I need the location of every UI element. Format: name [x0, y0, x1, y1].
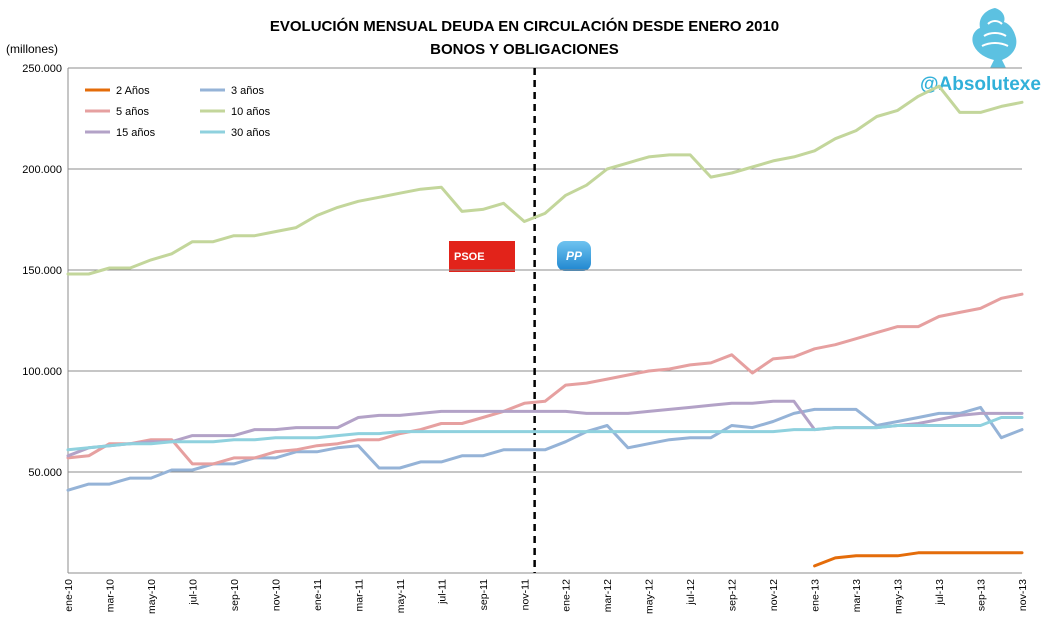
x-tick-label: may-13: [893, 579, 905, 614]
series-line-10y: [66, 84, 1024, 276]
legend-label-15y: 15 años: [116, 127, 156, 139]
y-tick-label: 250.000: [22, 63, 62, 75]
x-tick-label: ene-13: [810, 579, 822, 612]
y-tick-label: 150.000: [22, 265, 62, 277]
pp-logo: PP: [557, 241, 591, 271]
legend-label-30y: 30 años: [231, 127, 271, 139]
legend-label-2y: 2 Años: [116, 85, 150, 97]
psoe-label: PSOE: [454, 250, 485, 263]
x-tick-label: nov-13: [1017, 579, 1029, 611]
y-tick-label: 200.000: [22, 164, 62, 176]
x-tick-label: nov-11: [519, 579, 531, 610]
y-tick-label: 100.000: [22, 366, 62, 378]
series-line-2y: [813, 551, 1024, 568]
series-line-30y: [66, 416, 1024, 452]
brand-handle: @Absolutexe: [920, 74, 1041, 95]
x-tick-label: may-11: [395, 579, 407, 613]
x-tick-label: may-12: [644, 579, 656, 614]
griffin-logo-icon: [972, 8, 1017, 68]
x-tick-label: mar-11: [353, 579, 365, 612]
y-tick-label: 50.000: [28, 467, 62, 479]
x-tick-label: nov-10: [270, 579, 282, 611]
legend-label-3y: 3 años: [231, 85, 265, 97]
y-axis-unit-label: (millones): [6, 42, 59, 56]
x-tick-label: ene-11: [312, 579, 324, 611]
x-tick-label: jul-13: [934, 579, 946, 606]
chart-title-line1: EVOLUCIÓN MENSUAL DEUDA EN CIRCULACIÓN D…: [269, 18, 780, 35]
x-tick-label: jul-11: [436, 579, 448, 605]
x-tick-label: mar-13: [851, 579, 863, 612]
series-line-5y: [66, 292, 1024, 466]
series-line-3y: [66, 405, 1024, 492]
legend-label-10y: 10 años: [231, 106, 271, 118]
psoe-logo: PSOE: [449, 241, 515, 272]
x-tick-label: sep-12: [727, 579, 739, 611]
x-tick-label: ene-10: [63, 579, 75, 612]
x-tick-label: nov-12: [768, 579, 780, 611]
x-tick-label: mar-12: [602, 579, 614, 612]
legend-label-5y: 5 años: [116, 106, 150, 118]
x-tick-label: ene-12: [561, 579, 573, 612]
x-tick-label: sep-11: [478, 579, 490, 610]
pp-label: PP: [565, 249, 582, 263]
x-tick-label: jul-10: [187, 579, 199, 606]
x-tick-label: may-10: [146, 579, 158, 614]
x-tick-label: sep-13: [976, 579, 988, 611]
x-tick-label: jul-12: [685, 579, 697, 606]
x-tick-label: mar-10: [104, 579, 116, 612]
x-tick-label: sep-10: [229, 579, 241, 611]
chart-title-line2: BONOS Y OBLIGACIONES: [430, 41, 619, 58]
